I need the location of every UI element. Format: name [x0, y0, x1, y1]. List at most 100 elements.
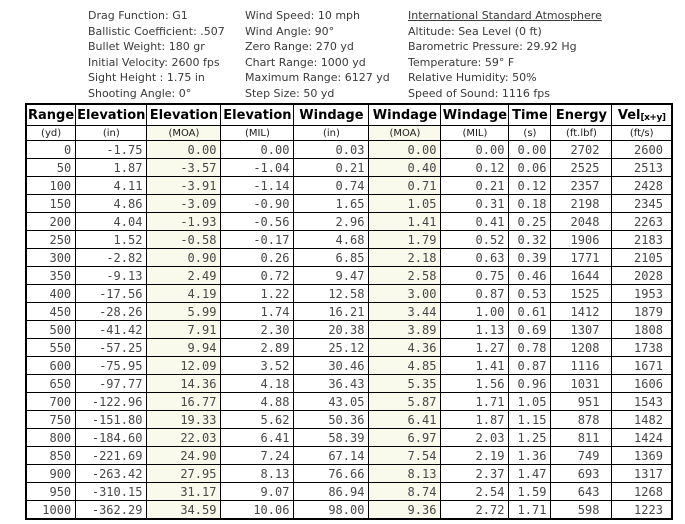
cell: 2.19 — [440, 446, 510, 465]
cell: 1.41 — [440, 356, 510, 375]
cell: 1.87 — [440, 410, 510, 429]
cell: 1953 — [611, 284, 673, 303]
cell: 878 — [550, 410, 613, 429]
cell: 1.71 — [440, 392, 510, 411]
cell: 5.99 — [146, 302, 222, 321]
cell: 7.24 — [220, 446, 295, 465]
column-unit: (yd) — [25, 125, 77, 141]
cell: 19.33 — [146, 410, 222, 429]
cell: 5.35 — [368, 374, 442, 393]
cell: 6.41 — [368, 410, 442, 429]
cell: 200 — [25, 212, 77, 231]
cell: 1.36 — [508, 446, 552, 465]
cell: 300 — [25, 248, 77, 267]
cell: 0.21 — [440, 176, 510, 195]
cell: -75.95 — [75, 356, 148, 375]
cell: 0.69 — [508, 320, 552, 339]
cell: 1906 — [550, 230, 613, 249]
table-row: 150 4.86 -3.09 -0.90 1.65 1.05 0.31 0.18 2198 234… — [25, 194, 673, 213]
parameter-line: Initial Velocity: 2600 fps — [88, 55, 220, 69]
column-header-time-s: Time — [508, 103, 552, 126]
cell: 750 — [25, 410, 77, 429]
cell: 0.74 — [293, 176, 370, 195]
cell: 1.47 — [508, 464, 552, 483]
cell: 1.25 — [508, 428, 552, 447]
cell: 30.46 — [293, 356, 370, 375]
cell: 1.87 — [75, 158, 148, 177]
cell: 0.53 — [508, 284, 552, 303]
column-header-windage-MIL: Windage — [440, 103, 510, 126]
trajectory-table: Range Elevation Elevation Elevation Windage W… — [25, 103, 673, 520]
cell: 1808 — [611, 320, 673, 339]
parameter-line: Barometric Pressure: 29.92 Hg — [408, 40, 577, 54]
cell: 1.15 — [508, 410, 552, 429]
cell: 3.44 — [368, 302, 442, 321]
cell: 0.40 — [368, 158, 442, 177]
cell: 2028 — [611, 266, 673, 285]
cell: 2513 — [611, 158, 673, 177]
cell: 1369 — [611, 446, 673, 465]
cell: 0.46 — [508, 266, 552, 285]
cell: 811 — [550, 428, 613, 447]
cell: -362.29 — [75, 500, 148, 520]
cell: -0.17 — [220, 230, 295, 249]
cell: -0.90 — [220, 194, 295, 213]
table-row: 50 1.87 -3.57 -1.04 0.21 0.40 0.12 0.06 2525 2513 — [25, 158, 673, 177]
cell: 1424 — [611, 428, 673, 447]
parameter-line: Relative Humidity: 50% — [408, 71, 537, 85]
cell: 1.71 — [508, 500, 552, 520]
cell: 1.65 — [293, 194, 370, 213]
cell: 4.86 — [75, 194, 148, 213]
parameter-line: Speed of Sound: 1116 fps — [408, 86, 550, 100]
cell: 9.94 — [146, 338, 222, 357]
cell: 0.63 — [440, 248, 510, 267]
cell: 3.00 — [368, 284, 442, 303]
parameter-line: Ballistic Coefficient: .507 — [88, 24, 225, 38]
cell: 1606 — [611, 374, 673, 393]
cell: 1671 — [611, 356, 673, 375]
cell: 0.90 — [146, 248, 222, 267]
cell: 1.52 — [75, 230, 148, 249]
parameter-line: Wind Angle: 90° — [245, 24, 335, 38]
cell: 8.13 — [220, 464, 295, 483]
cell: 9.47 — [293, 266, 370, 285]
parameter-line: Chart Range: 1000 yd — [245, 55, 366, 69]
cell: 0.75 — [440, 266, 510, 285]
parameter-line: Wind Speed: 10 mph — [245, 9, 360, 22]
cell: 6.97 — [368, 428, 442, 447]
cell: -0.58 — [146, 230, 222, 249]
cell: 1223 — [611, 500, 673, 520]
cell: 1268 — [611, 482, 673, 501]
cell: -122.96 — [75, 392, 148, 411]
cell: 34.59 — [146, 500, 222, 520]
column-header-elevation-MIL: Elevation — [220, 103, 295, 126]
table-row: 400 -17.56 4.19 1.22 12.58 3.00 0.87 0.53 1525 19… — [25, 284, 673, 303]
table-row: 450 -28.26 5.99 1.74 16.21 3.44 1.00 0.61 1412 18… — [25, 302, 673, 321]
cell: 1.56 — [440, 374, 510, 393]
column-unit: (MOA) — [368, 125, 442, 141]
cell: 8.74 — [368, 482, 442, 501]
cell: 4.11 — [75, 176, 148, 195]
cell: 598 — [550, 500, 613, 520]
cell: 50 — [25, 158, 77, 177]
cell: 3.52 — [220, 356, 295, 375]
cell: 1771 — [550, 248, 613, 267]
cell: 0.39 — [508, 248, 552, 267]
cell: 12.09 — [146, 356, 222, 375]
cell: 0.61 — [508, 302, 552, 321]
cell: 16.21 — [293, 302, 370, 321]
cell: 20.38 — [293, 320, 370, 339]
cell: -41.42 — [75, 320, 148, 339]
cell: 2.96 — [293, 212, 370, 231]
table-row: 600 -75.95 12.09 3.52 30.46 4.85 1.41 0.87 1116 1… — [25, 356, 673, 375]
cell: -221.69 — [75, 446, 148, 465]
cell: -97.77 — [75, 374, 148, 393]
cell: 250 — [25, 230, 77, 249]
cell: 76.66 — [293, 464, 370, 483]
column-header-vel-fts: Vel[x+y] — [611, 103, 673, 126]
column-header-windage-MOA: Windage — [368, 103, 442, 126]
column-unit: (MOA) — [146, 125, 222, 141]
header-subscript: [x+y] — [640, 112, 666, 123]
cell: 0.72 — [220, 266, 295, 285]
cell: 58.39 — [293, 428, 370, 447]
